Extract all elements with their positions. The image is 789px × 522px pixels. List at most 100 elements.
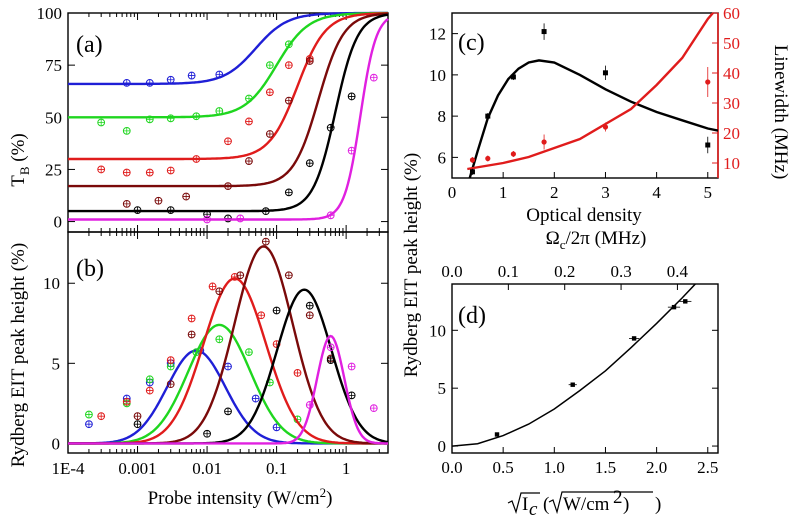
y-axis-label-a: TB (%) (8, 133, 32, 187)
data-point-c-linewidth (510, 151, 516, 157)
data-point-b-blue-cross (252, 395, 260, 402)
x-label-b-sup: 2 (320, 485, 327, 500)
data-point-a-red-cross (167, 167, 175, 174)
data-point-a-darkred-cross (123, 200, 131, 208)
data-point-a-blue-cross (123, 79, 131, 87)
c-xtick-label: 5 (704, 183, 713, 202)
y-axis-label-b: Rydberg EIT peak height (%) (8, 243, 29, 467)
data-point-a-magenta-cross (348, 147, 356, 155)
c-ytick-right-label: 20 (723, 124, 740, 143)
fit-line-a-red (68, 12, 388, 161)
fit-line-d (452, 284, 697, 447)
data-point-a-darkred-cross (285, 97, 293, 104)
data-point-a-darkred-cross (155, 197, 162, 205)
data-point-b-red-cross (294, 369, 301, 377)
c-xtick-label: 1 (499, 183, 508, 202)
d-xtick-label: 2.5 (697, 458, 718, 477)
data-point-c-height (485, 113, 491, 119)
x-axis-label-b: Probe intensity (W/cm2) (148, 485, 333, 509)
d-xtick-label: 1.0 (544, 458, 565, 477)
data-point-a-green-cross (146, 115, 154, 123)
data-point-d (570, 382, 575, 387)
data-point-a-blue-cross (188, 72, 196, 79)
b-xtick-label: 0.1 (266, 459, 287, 478)
data-point-a-red-cross (285, 61, 293, 69)
d-xtick-label: 0.5 (493, 458, 514, 477)
x-axis-label-c: Optical density (526, 205, 642, 226)
top-x-label-d-main: Ω (546, 228, 560, 249)
data-point-b-darkred-cross (306, 311, 314, 319)
d-top-xtick-label: 0.0 (441, 262, 462, 281)
data-point-a-red-cross (146, 169, 154, 176)
fit-line-b-green (68, 323, 388, 445)
d-ytick-label: 5 (438, 379, 447, 398)
data-point-a-red-cross (224, 137, 232, 145)
data-point-b-red-cross (257, 311, 265, 319)
data-point-b-green-cross (192, 348, 200, 356)
data-point-a-green-cross (192, 112, 200, 120)
c-ytick-right-label: 60 (723, 4, 740, 23)
top-x-label-d-rest: /2π (MHz) (566, 228, 647, 249)
b-xtick-label: 0.001 (118, 459, 156, 478)
a-ytick-label: 50 (45, 108, 62, 127)
data-point-b-black-cross (273, 307, 281, 314)
data-point-a-black-cross (285, 188, 293, 196)
data-point-c-height (541, 29, 547, 35)
b-xtick-label: 1E-4 (51, 459, 85, 478)
fit-line-a-magenta (68, 18, 389, 221)
c-ytick-label: 8 (438, 107, 447, 126)
plot-frame-d (451, 283, 719, 454)
d-top-xtick-label: 0.3 (610, 262, 631, 281)
data-point-a-magenta-cross (203, 216, 211, 223)
data-point-c-height (510, 74, 516, 80)
fit-line-a-blue (68, 11, 388, 86)
b-xtick-label: 0.01 (192, 459, 222, 478)
data-point-b-red-cross (188, 315, 196, 322)
svg-text:I: I (522, 494, 528, 515)
c-ytick-label: 10 (429, 66, 446, 85)
data-point-b-darkred-cross (236, 271, 244, 279)
data-point-c-height (705, 142, 711, 148)
fit-line-a-darkred (68, 12, 389, 188)
data-point-a-red-cross (97, 166, 105, 173)
data-point-a-black-cross (348, 93, 356, 100)
data-point-c-linewidth (469, 157, 476, 163)
c-xtick-label: 0 (448, 183, 457, 202)
y-label-a-main: T (8, 175, 29, 187)
data-point-a-darkred-cross (266, 130, 274, 138)
data-point-b-darkred-cross (134, 412, 141, 420)
x-axis-label-d: I c ( W/cm 2 ) ) (507, 487, 661, 520)
data-point-c-height (602, 70, 608, 76)
y-label-a-sub: B (17, 166, 32, 175)
y-label-c-right: Linewidth (MHz) (770, 45, 789, 180)
data-point-b-blue-cross (85, 420, 93, 428)
data-point-a-black-cross (262, 207, 270, 215)
plot-frame-c (451, 12, 719, 179)
data-point-d (671, 304, 677, 310)
d-xtick-label: 1.5 (595, 458, 616, 477)
data-point-c-linewidth (485, 155, 491, 162)
data-point-a-black-cross (167, 206, 175, 214)
data-point-b-blue-cross (224, 363, 232, 370)
d-ytick-label: 0 (438, 437, 447, 456)
data-point-b-red-cross (209, 283, 216, 290)
data-point-d (631, 336, 637, 341)
data-point-a-green-cross (97, 119, 105, 126)
y-axis-label-cd: Rydberg EIT peak height (%) (401, 153, 422, 377)
svg-text:2: 2 (613, 487, 623, 508)
data-point-d (683, 299, 688, 304)
panel-label-b: (b) (76, 256, 104, 282)
data-point-b-black-cross (348, 391, 356, 399)
data-point-c-linewidth (705, 79, 711, 85)
y-label-cd: Rydberg EIT peak height (%) (401, 153, 422, 377)
data-point-a-darkred-cross (182, 193, 190, 200)
data-point-a-blue-cross (167, 76, 175, 84)
data-point-b-magenta-cross (348, 363, 356, 370)
data-point-a-green-cross (167, 114, 175, 122)
data-point-b-black-cross (327, 356, 335, 364)
d-xtick-label: 2.0 (646, 458, 667, 477)
svg-text:): ) (623, 494, 629, 515)
data-point-a-blue-cross (146, 79, 154, 87)
data-point-a-red-cross (192, 155, 200, 163)
data-point-b-black-cross (224, 407, 232, 415)
